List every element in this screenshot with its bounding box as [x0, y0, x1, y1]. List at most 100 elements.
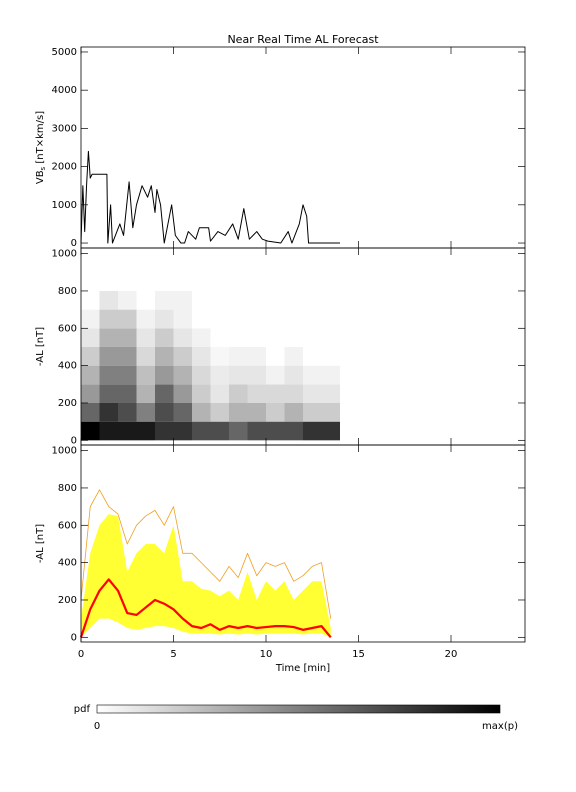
- heat-cell: [136, 290, 155, 310]
- y-tick-label: 4000: [52, 85, 77, 96]
- heat-cell: [81, 328, 100, 347]
- heat-cell: [192, 328, 211, 347]
- heat-cell: [284, 365, 303, 385]
- heat-cell: [136, 384, 155, 403]
- heat-cell: [118, 290, 137, 310]
- heat-cell: [99, 402, 118, 422]
- x-tick-label: 0: [78, 649, 84, 660]
- heat-cell: [229, 384, 248, 403]
- heat-cell: [247, 290, 266, 310]
- panel: 0 200 400 600 800 1000 0 5 10 15 20 -AL [nT]: [35, 444, 526, 660]
- heat-cell: [173, 309, 192, 329]
- heat-cell: [99, 290, 118, 310]
- heat-cell: [321, 384, 340, 403]
- heat-cell: [155, 328, 174, 347]
- heat-cell: [266, 365, 285, 385]
- heat-cell: [155, 421, 174, 441]
- heat-cell: [229, 402, 248, 422]
- y-tick-label: 0: [71, 238, 77, 249]
- heat-cell: [210, 309, 229, 329]
- heat-cell: [155, 365, 174, 385]
- heat-cell: [284, 402, 303, 422]
- heat-cell: [99, 384, 118, 403]
- heat-cell: [321, 346, 340, 366]
- heat-cell: [81, 346, 100, 366]
- heat-cell: [229, 365, 248, 385]
- heat-cell: [247, 402, 266, 422]
- heat-cell: [136, 328, 155, 347]
- colorbar-label: pdf: [74, 704, 91, 715]
- heat-cell: [303, 328, 322, 347]
- heat-cell: [303, 421, 322, 441]
- heat-cell: [303, 365, 322, 385]
- y-tick-label: 400: [58, 558, 77, 569]
- panel: 0 200 400 600 800 1000 -AL [nT]: [35, 247, 526, 446]
- heat-cell: [136, 402, 155, 422]
- heat-cell: [192, 346, 211, 366]
- heat-cell: [118, 309, 137, 329]
- heat-cell: [321, 290, 340, 310]
- y-tick-label: 800: [58, 483, 77, 494]
- heat-cell: [99, 421, 118, 441]
- heat-cell: [229, 328, 248, 347]
- heat-cell: [303, 384, 322, 403]
- heat-cell: [247, 421, 266, 441]
- heat-cell: [210, 402, 229, 422]
- heat-cell: [173, 365, 192, 385]
- heat-cell: [173, 346, 192, 366]
- heat-cell: [99, 309, 118, 329]
- heat-cell: [247, 365, 266, 385]
- heat-cell: [321, 328, 340, 347]
- series-line: [80, 489, 332, 619]
- heat-cell: [173, 402, 192, 422]
- heat-cell: [192, 384, 211, 403]
- heat-cell: [99, 328, 118, 347]
- heat-cell: [118, 328, 137, 347]
- heat-cell: [266, 309, 285, 329]
- plot-frame: [80, 444, 526, 643]
- plot-frame: [80, 46, 526, 249]
- heat-cell: [321, 421, 340, 441]
- y-tick-label: 0: [71, 435, 77, 446]
- colorbar-min: 0: [94, 721, 100, 732]
- heat-cell: [229, 309, 248, 329]
- heat-cell: [210, 290, 229, 310]
- heat-cell: [136, 421, 155, 441]
- heat-cell: [81, 384, 100, 403]
- heat-cell: [210, 346, 229, 366]
- heat-cell: [247, 328, 266, 347]
- heat-cell: [155, 402, 174, 422]
- heat-cell: [192, 402, 211, 422]
- colorbar: [96, 704, 501, 714]
- heat-cell: [303, 309, 322, 329]
- heat-cell: [210, 384, 229, 403]
- heat-cell: [303, 290, 322, 310]
- line: [80, 150, 340, 244]
- heat-cell: [247, 384, 266, 403]
- x-tick-label: 10: [260, 649, 273, 660]
- x-axis-label: Time [min]: [275, 663, 330, 674]
- heat-cell: [266, 402, 285, 422]
- colorbar-max: max(p): [482, 721, 518, 732]
- heat-cell: [173, 421, 192, 441]
- heat-cell: [321, 365, 340, 385]
- heat-cell: [81, 309, 100, 329]
- heat-cell: [284, 421, 303, 441]
- y-tick-label: 3000: [52, 123, 77, 134]
- y-axis-label: VBs [nT×km/s]: [35, 111, 47, 184]
- heat-cell: [173, 328, 192, 347]
- y-tick-label: 1000: [52, 446, 77, 457]
- heat-cell: [192, 290, 211, 310]
- heat-cell: [118, 402, 137, 422]
- heat-cell: [266, 346, 285, 366]
- y-tick-label: 0: [71, 632, 77, 643]
- x-tick-label: 5: [170, 649, 176, 660]
- heat-cell: [81, 290, 100, 310]
- y-tick-label: 2000: [52, 162, 77, 173]
- heat-cell: [173, 290, 192, 310]
- y-tick-label: 200: [58, 398, 77, 409]
- heat-cell: [229, 346, 248, 366]
- chart-title: Near Real Time AL Forecast: [227, 33, 379, 46]
- heat-cell: [284, 384, 303, 403]
